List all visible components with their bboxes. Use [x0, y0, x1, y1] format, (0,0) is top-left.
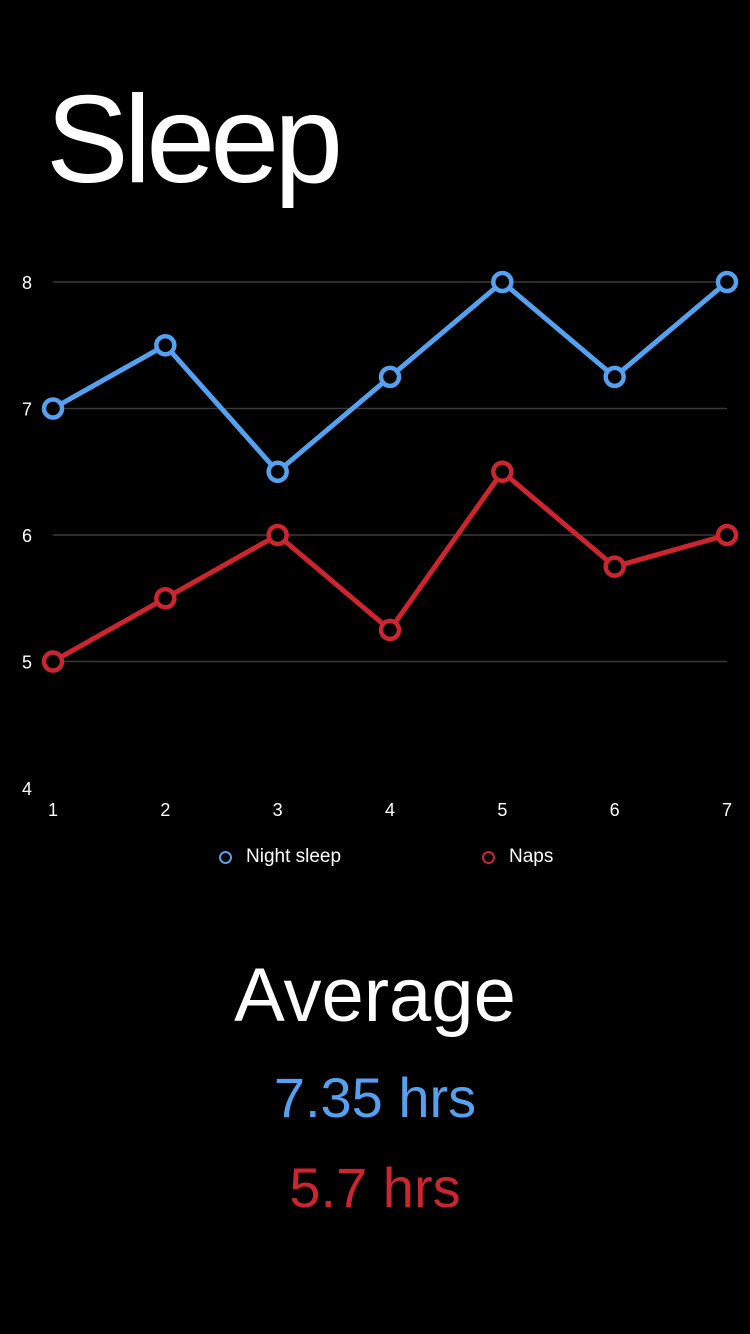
- legend-label-night-sleep: Night sleep: [246, 846, 342, 867]
- data-point-s1-4: [378, 618, 402, 642]
- data-point-s0-3: [266, 460, 289, 483]
- chart-legend: Night sleep Naps: [0, 846, 750, 874]
- legend-item-night-sleep[interactable]: Night sleep: [219, 846, 341, 868]
- data-point-s1-2: [154, 587, 177, 610]
- legend-item-naps[interactable]: Naps: [482, 846, 553, 868]
- data-point-s1-7: [715, 523, 739, 547]
- data-point-s1-6: [603, 555, 626, 578]
- x-tick-label-7: 7: [722, 800, 732, 820]
- x-tick-label-2: 2: [160, 800, 170, 820]
- data-point-s0-5: [491, 270, 514, 294]
- y-tick-label-4: 4: [22, 779, 32, 799]
- sleep-chart: 4 5 6 7 8 1 2 3 4 5 6 7: [22, 270, 739, 820]
- data-point-s0-6: [603, 365, 626, 389]
- x-tick-label-6: 6: [610, 800, 620, 820]
- data-point-s1-1: [41, 650, 65, 673]
- data-point-s1-5: [491, 460, 514, 483]
- y-tick-label-7: 7: [22, 400, 32, 420]
- x-tick-label-5: 5: [497, 800, 507, 820]
- naps-average: 5.7 hrs: [289, 1156, 461, 1219]
- line-chart-svg: 4 5 6 7 8 1 2 3 4 5 6 7: [22, 270, 739, 820]
- naps-legend-marker-icon: [482, 850, 495, 864]
- night-sleep-average: 7.35 hrs: [273, 1066, 477, 1129]
- x-tick-label-1: 1: [48, 800, 58, 820]
- y-tick-label-5: 5: [22, 653, 32, 673]
- legend-label-naps: Naps: [509, 846, 554, 867]
- data-point-s0-2: [154, 334, 177, 357]
- page-title: Sleep: [46, 71, 343, 209]
- data-point-s0-4: [378, 365, 402, 389]
- x-tick-label-4: 4: [385, 800, 395, 820]
- x-tick-label-3: 3: [273, 800, 283, 820]
- night-sleep-legend-marker-icon: [219, 850, 232, 864]
- y-tick-label-8: 8: [22, 273, 32, 293]
- average-heading: Average: [234, 953, 516, 1038]
- y-tick-label-6: 6: [22, 526, 32, 546]
- data-point-s1-3: [266, 523, 289, 547]
- data-point-s0-7: [715, 270, 739, 294]
- data-point-s0-1: [41, 397, 65, 420]
